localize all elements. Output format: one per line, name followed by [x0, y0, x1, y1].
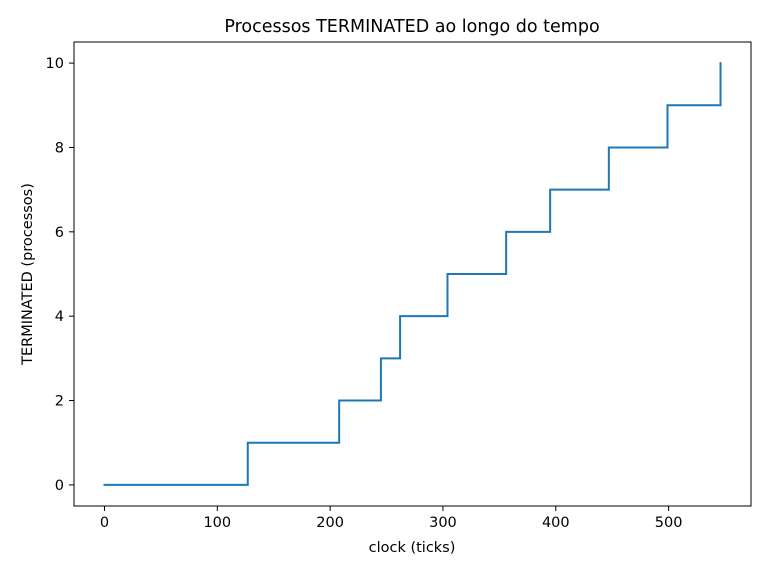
x-axis-label: clock (ticks) — [369, 540, 456, 556]
plot-frame — [73, 41, 752, 507]
y-tick-label: 6 — [55, 225, 64, 241]
series-line-0 — [103, 62, 722, 486]
y-tick-label: 4 — [55, 309, 64, 325]
y-axis-label: TERMINATED (processos) — [20, 183, 36, 366]
y-tick-label: 10 — [46, 56, 64, 72]
x-tick-label: 500 — [655, 515, 683, 531]
chart-title: Processos TERMINATED ao longo do tempo — [224, 17, 599, 37]
plot-area — [73, 41, 752, 507]
x-tick-label: 0 — [100, 515, 109, 531]
x-tick-label: 200 — [316, 515, 344, 531]
y-tick-label: 0 — [55, 478, 64, 494]
y-axis-ticks: 0 2 4 6 8 10 — [46, 56, 74, 494]
x-tick-label: 400 — [542, 515, 570, 531]
y-tick-label: 8 — [55, 140, 64, 156]
x-tick-label: 300 — [429, 515, 457, 531]
y-tick-label: 2 — [55, 394, 64, 410]
x-tick-label: 100 — [203, 515, 231, 531]
x-axis-ticks: 0 100 200 300 400 500 — [100, 506, 683, 531]
